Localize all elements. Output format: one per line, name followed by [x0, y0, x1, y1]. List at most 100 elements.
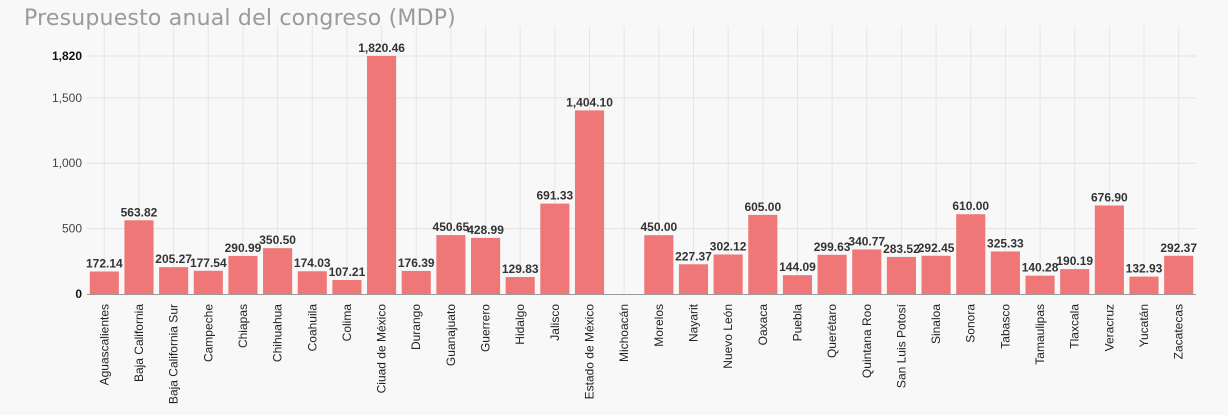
bar	[1129, 276, 1159, 294]
x-tick-label: Campeche	[201, 304, 215, 362]
x-tick-label: Tlaxcala	[1068, 304, 1082, 349]
x-tick-label: Oaxaca	[756, 304, 770, 346]
x-tick-label: Yucatán	[1137, 304, 1151, 347]
data-label: 140.28	[1022, 261, 1059, 275]
data-label: 605.00	[744, 200, 781, 214]
bar	[1164, 255, 1194, 294]
data-label: 292.45	[918, 241, 955, 255]
x-tick-label: Tamaulipas	[1033, 304, 1047, 365]
x-tick-label: Sinaloa	[929, 304, 943, 344]
bar	[886, 256, 916, 294]
bar	[367, 55, 397, 294]
x-tick-label: Baja California Sur	[167, 304, 181, 404]
x-tick-label: Veracruz	[1102, 304, 1116, 351]
data-label: 172.14	[86, 256, 123, 270]
data-label: 676.90	[1091, 190, 1128, 204]
data-label: 144.09	[779, 260, 816, 274]
data-label: 292.37	[1160, 241, 1197, 255]
x-tick-label: Chihuahua	[271, 304, 285, 362]
data-label: 107.21	[329, 265, 366, 279]
data-label: 450.65	[433, 220, 470, 234]
x-tick-label: Ciuad de México	[375, 304, 389, 394]
bar	[1060, 269, 1090, 294]
y-tick-label: 1,000	[52, 156, 82, 170]
bar	[540, 203, 570, 294]
data-label: 205.27	[155, 252, 192, 266]
bar	[89, 271, 119, 294]
bar	[782, 275, 813, 294]
bar	[574, 110, 605, 294]
data-label: 1,820.46	[358, 41, 405, 55]
bar	[990, 251, 1020, 294]
bar	[1025, 275, 1055, 294]
bar	[505, 277, 535, 294]
bar	[401, 270, 431, 294]
bar	[678, 264, 709, 294]
x-tick-label: Quintana Roo	[860, 304, 874, 378]
data-label: 177.54	[190, 256, 227, 270]
x-tick-label: Guerrero	[479, 304, 493, 352]
x-tick-label: Coahuila	[305, 304, 319, 352]
x-tick-label: Querétaro	[825, 304, 839, 358]
x-tick-label: Guanajuato	[444, 304, 458, 366]
x-tick-label: Sonora	[964, 304, 978, 343]
x-tick-label: Estado de México	[583, 304, 597, 400]
data-label: 610.00	[952, 199, 989, 213]
x-tick-label: Colima	[340, 304, 354, 342]
data-label: 340.77	[848, 234, 885, 248]
data-label: 132.93	[1126, 262, 1163, 276]
chart-title: Presupuesto anual del congreso (MDP)	[24, 6, 456, 31]
bar	[193, 270, 223, 294]
x-tick-label: Nayarit	[686, 303, 700, 342]
bar	[748, 214, 778, 294]
bar	[956, 214, 986, 294]
bar	[263, 248, 293, 294]
data-label: 176.39	[398, 256, 435, 270]
bar	[436, 235, 466, 294]
y-tick-label: 1,500	[52, 91, 82, 105]
data-label: 450.00	[640, 220, 677, 234]
bar	[297, 271, 327, 294]
x-tick-label: Tabasco	[998, 304, 1012, 349]
x-tick-label: Hidalgo	[513, 304, 527, 345]
data-label: 174.03	[294, 256, 331, 270]
bar	[228, 255, 258, 294]
bar	[159, 267, 189, 294]
x-tick-label: Jalisco	[548, 304, 562, 341]
bar	[1094, 205, 1124, 294]
bar	[817, 254, 847, 294]
data-label: 290.99	[225, 241, 262, 255]
x-tick-label: Zacatecas	[1172, 304, 1186, 359]
x-tick-label: Michoacán	[617, 304, 631, 362]
data-label: 350.50	[259, 233, 296, 247]
x-tick-label: Aguascalientes	[97, 304, 111, 385]
data-label: 563.82	[121, 205, 158, 219]
bar	[644, 235, 674, 294]
x-tick-label: San Luis Potosí	[894, 303, 908, 388]
data-label: 1,404.10	[566, 95, 613, 109]
x-tick-label: Durango	[409, 304, 423, 350]
y-tick-label: 0	[75, 287, 82, 301]
bar	[852, 249, 882, 294]
x-tick-label: Baja California	[132, 304, 146, 382]
bar	[470, 237, 501, 294]
bar	[921, 255, 951, 294]
data-label: 190.19	[1056, 254, 1093, 268]
data-label: 299.63	[814, 240, 851, 254]
y-tick-label: 500	[62, 222, 82, 236]
bar	[713, 254, 743, 294]
data-label: 302.12	[710, 239, 747, 253]
x-tick-label: Nuevo León	[721, 304, 735, 369]
data-label: 691.33	[537, 189, 574, 203]
x-tick-label: Morelos	[652, 304, 666, 347]
data-label: 325.33	[987, 236, 1024, 250]
data-label: 227.37	[675, 249, 712, 263]
data-label: 129.83	[502, 262, 539, 276]
x-tick-label: Chiapas	[236, 304, 250, 348]
x-tick-label: Puebla	[790, 304, 804, 342]
data-label: 283.52	[883, 242, 920, 256]
data-label: 428.99	[467, 223, 504, 237]
bar	[332, 279, 362, 294]
